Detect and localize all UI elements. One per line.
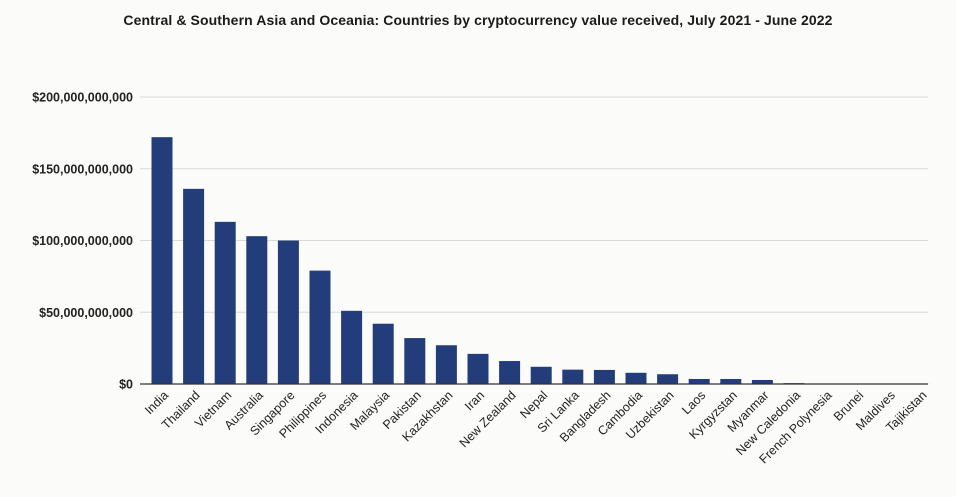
x-tick-label: New Zealand [457,388,519,450]
y-tick-label: $0 [119,378,133,392]
x-axis-ticks: IndiaThailandVietnamAustraliaSingaporePh… [142,388,929,466]
bar-cambodia [625,372,647,384]
bar-singapore [277,240,299,384]
y-tick-label: $50,000,000,000 [39,306,133,320]
bar-kazakhstan [435,345,457,384]
y-axis-ticks: $0 $50,000,000,000 $100,000,000,000 $150,00… [32,91,133,392]
y-tick-label: $200,000,000,000 [32,91,133,105]
grid-lines [140,96,928,313]
bar-australia [246,236,268,384]
bar-laos [688,378,710,384]
bar-philippines [309,270,331,384]
bar-pakistan [404,338,426,384]
bar-sri-lanka [562,369,584,384]
bar-vietnam [214,221,236,384]
bar-kyrgyzstan [720,378,742,384]
bar-bangladesh [593,369,615,384]
y-tick-label: $150,000,000,000 [32,162,133,176]
bar-malaysia [372,323,394,384]
bar-thailand [183,188,205,384]
bar-indonesia [341,310,363,384]
bar-myanmar [751,379,773,384]
chart-title: Central & Southern Asia and Oceania: Cou… [123,12,833,28]
bars [151,137,931,384]
bar-uzbekistan [657,374,679,384]
bar-india [151,137,173,384]
y-tick-label: $100,000,000,000 [32,234,133,248]
bar-new-zealand [499,361,521,384]
x-tick-label: Iran [462,388,487,413]
bar-iran [467,353,489,384]
bar-nepal [530,366,552,384]
